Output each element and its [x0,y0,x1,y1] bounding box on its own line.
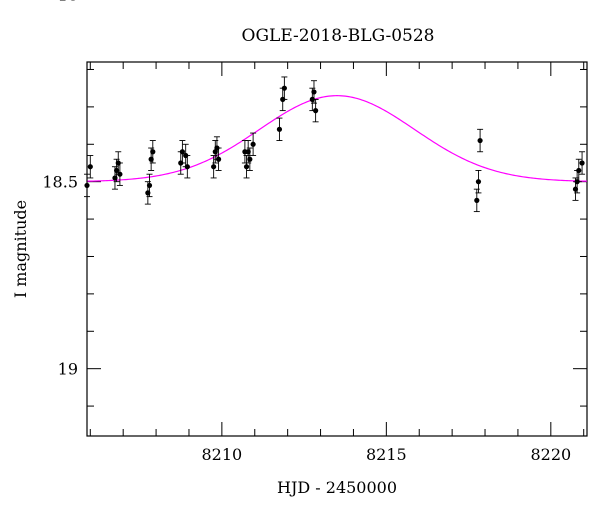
data-point [477,128,484,153]
data-point [575,158,582,183]
x-tick-labels: 8210 8215 8220 [202,445,572,464]
point-marker [184,164,190,170]
y-tick-label: 18 [58,0,78,5]
point-marker [87,164,93,170]
x-tick-label: 8220 [530,445,571,464]
point-marker [150,149,156,155]
x-tick-label: 8215 [366,445,407,464]
data-point [84,173,90,198]
point-marker [475,179,482,185]
data-point [246,147,253,171]
y-tick-labels: 18 18.5 19 [42,0,78,379]
data-point [179,140,186,164]
data-point [475,170,482,194]
data-point [184,155,191,179]
data-point [215,147,222,171]
point-marker [247,156,253,162]
point-marker [243,164,250,170]
data-point [312,98,319,123]
axis-ticks [87,62,587,436]
data-points [84,76,586,213]
x-axis-label: HJD - 2450000 [277,478,397,497]
point-marker [276,126,283,132]
point-marker [311,89,317,95]
data-point [210,155,217,179]
point-marker [477,137,483,144]
plot-frame [86,61,588,437]
data-point [116,162,123,186]
point-marker [84,182,90,189]
data-point [87,155,94,179]
point-marker [576,167,582,174]
data-point [579,151,586,175]
model-curve [86,95,588,182]
point-marker [117,171,123,177]
y-tick-label: 19 [58,360,78,379]
chart-title: OGLE-2018-BLG-0528 [242,26,435,46]
point-marker [179,149,185,155]
y-tick-label: 18.5 [42,173,78,192]
data-point [276,117,283,141]
point-marker [250,141,256,147]
plot-area-border [86,61,588,437]
y-axis-label: I magnitude [11,200,30,298]
point-marker [579,160,585,166]
point-marker [281,85,287,91]
point-marker [211,164,217,170]
point-marker [215,156,222,162]
data-point [250,132,257,156]
data-point [281,76,288,100]
point-marker [313,108,319,114]
x-tick-label: 8210 [202,445,243,464]
point-marker [474,197,480,203]
point-marker [146,182,153,189]
data-point [146,173,153,198]
data-point [149,140,156,164]
